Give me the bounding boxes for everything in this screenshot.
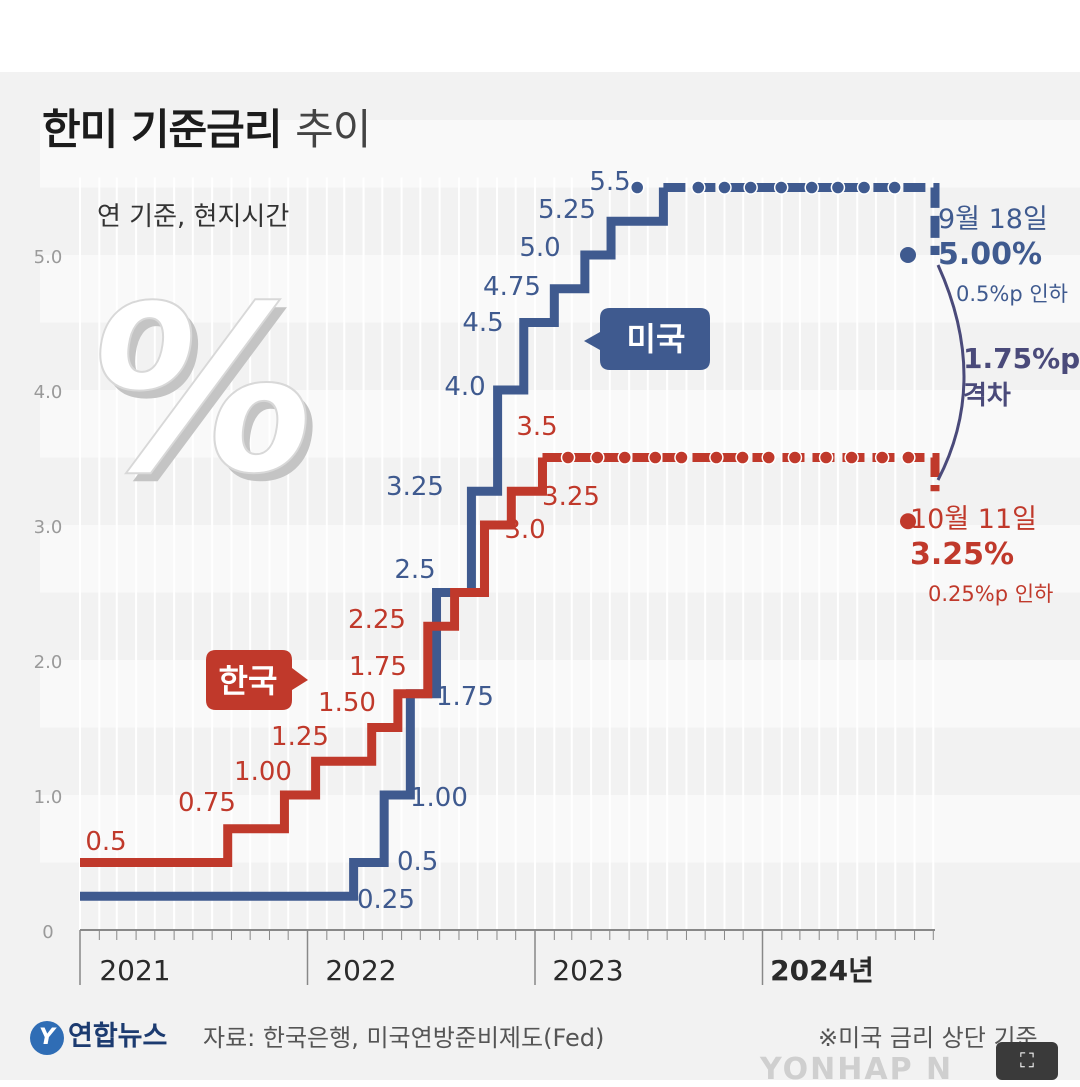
grid-band	[40, 120, 1080, 188]
data-label: 5.25	[538, 195, 596, 225]
hold-dot	[709, 450, 724, 465]
data-label: 0.5	[85, 827, 126, 857]
hold-dot	[717, 180, 732, 195]
expand-icon[interactable]: ⛶	[996, 1042, 1058, 1080]
gap-label: 1.75%p	[963, 342, 1080, 375]
x-tick-label: 2023	[552, 954, 623, 987]
data-label: 3.5	[516, 412, 557, 442]
legend-bubble-us	[584, 308, 710, 370]
x-tick-label: 2022	[325, 954, 396, 987]
y-tick-label: 4.0	[34, 382, 63, 403]
data-label: 0.5	[397, 847, 438, 877]
hold-dot	[648, 450, 663, 465]
gap-sublabel: 격차	[963, 381, 1011, 411]
legend-bubble-kr	[206, 650, 308, 710]
unit-note: 연 기준, 현지시간	[97, 202, 290, 232]
data-label: 5.0	[519, 233, 560, 263]
watermark: YONHAP N	[760, 1052, 954, 1087]
svg-text:%: %	[75, 264, 343, 533]
end-date-label: 9월 18일	[938, 204, 1048, 235]
yonhap-logo-icon: Y	[30, 1020, 64, 1055]
grid-band	[40, 795, 1080, 863]
end-marker	[900, 247, 916, 263]
hold-dot	[887, 180, 902, 195]
percent-graphic: % %	[67, 255, 343, 533]
hold-dot	[804, 180, 819, 195]
end-value-label: 5.00%	[938, 237, 1042, 272]
hold-dot	[617, 450, 633, 465]
end-change-label: 0.25%p 인하	[928, 582, 1053, 606]
legend-label-us: 미국	[627, 320, 686, 358]
end-date-label: 10월 11일	[910, 504, 1037, 535]
end-marker	[900, 513, 916, 530]
data-label: 4.0	[444, 372, 485, 402]
data-label: 1.00	[234, 757, 292, 787]
data-label: 1.25	[271, 722, 329, 752]
data-label: 1.00	[410, 783, 468, 813]
hold-dot	[735, 450, 750, 465]
data-label: 1.75	[436, 682, 494, 712]
data-label: 4.5	[462, 308, 503, 338]
y-tick-label: 5.0	[34, 247, 63, 268]
source-note: 자료: 한국은행, 미국연방준비제도(Fed)	[203, 1024, 605, 1052]
data-label: 1.75	[349, 652, 407, 682]
chart-title: 한미 기준금리 추이	[42, 105, 371, 154]
hold-dot	[590, 450, 605, 465]
hold-dot	[818, 450, 834, 465]
series-hold-line	[542, 453, 940, 492]
x-tick-label: 2024년	[770, 954, 874, 987]
grid-band	[40, 390, 1080, 458]
hold-dot	[787, 450, 803, 465]
y-tick-label: 3.0	[34, 517, 63, 538]
hold-dot	[691, 180, 706, 195]
hold-dot	[761, 450, 776, 465]
chart-subtitle: 추이	[295, 105, 371, 154]
hold-dot	[743, 180, 758, 195]
data-label: 0.75	[178, 788, 236, 818]
grid-band	[40, 660, 1080, 728]
data-label: 3.25	[386, 472, 444, 502]
y-tick-label: 0	[42, 922, 53, 943]
data-label: 3.25	[542, 482, 600, 512]
hold-dot	[844, 450, 859, 465]
end-change-label: 0.5%p 인하	[956, 282, 1068, 306]
data-label: 0.25	[357, 885, 415, 915]
data-label: 1.50	[318, 688, 376, 718]
svg-text:%: %	[68, 256, 336, 525]
hold-dot	[560, 450, 576, 465]
gap-bracket	[936, 264, 966, 481]
hold-dot	[856, 180, 872, 195]
hold-dot	[629, 180, 645, 195]
series-line	[80, 457, 547, 867]
grid-band	[40, 525, 1080, 593]
series-line	[80, 187, 668, 901]
y-tick-label: 2.0	[34, 652, 63, 673]
hold-dot	[874, 450, 890, 465]
yonhap-logo: Y 연합뉴스	[30, 1014, 167, 1055]
data-label: 2.25	[348, 605, 406, 635]
data-label: 3.0	[504, 515, 545, 545]
hold-dot	[674, 450, 689, 465]
x-tick-label: 2021	[99, 954, 170, 987]
data-label: 5.5	[589, 167, 630, 197]
hold-dot	[901, 450, 916, 465]
hold-dot	[773, 180, 789, 195]
data-label: 2.5	[394, 555, 435, 585]
y-tick-label: 1.0	[34, 787, 63, 808]
end-value-label: 3.25%	[910, 537, 1014, 572]
legend-label-kr: 한국	[219, 662, 278, 700]
logo-text: 연합뉴스	[68, 1021, 168, 1052]
data-label: 4.75	[483, 272, 541, 302]
hold-dot	[830, 180, 846, 195]
